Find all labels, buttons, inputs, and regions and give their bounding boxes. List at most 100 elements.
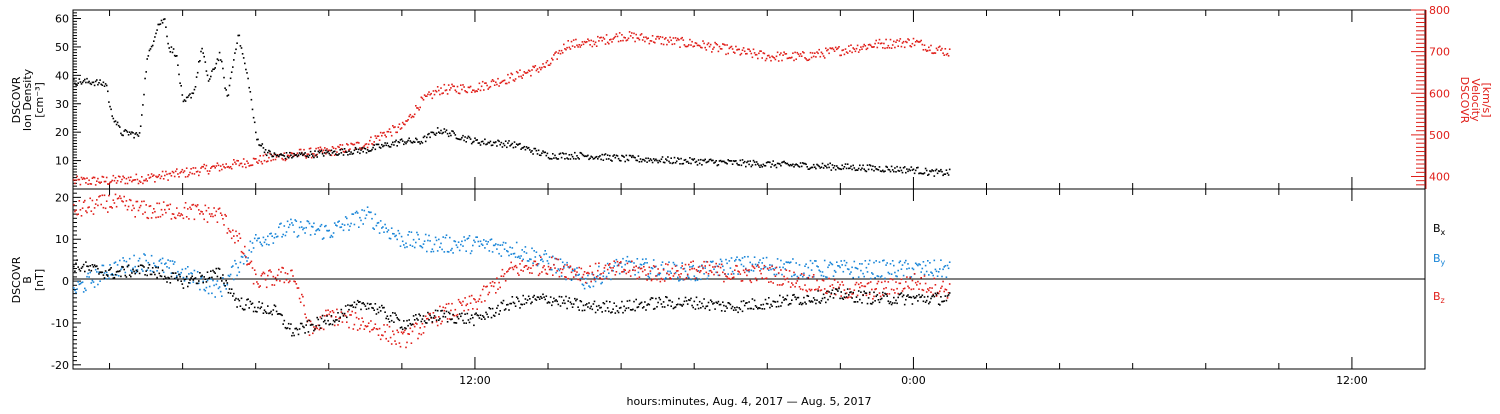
data-point (355, 210, 358, 213)
data-point (524, 265, 527, 267)
data-point (749, 261, 751, 264)
data-point (682, 303, 685, 306)
data-point (793, 271, 795, 274)
data-point (313, 156, 315, 159)
data-point (421, 97, 424, 100)
data-point (98, 82, 100, 84)
data-point (836, 288, 838, 291)
data-point (689, 299, 691, 302)
data-point (442, 315, 444, 318)
data-point (319, 150, 322, 153)
data-point (820, 289, 823, 291)
data-point (271, 235, 273, 237)
data-point (771, 163, 773, 166)
data-point (416, 323, 418, 325)
data-point (149, 48, 152, 50)
data-point (356, 212, 359, 214)
data-point (683, 267, 686, 270)
data-point (791, 299, 793, 301)
data-point (202, 52, 204, 54)
data-point (143, 179, 145, 182)
data-point (457, 298, 460, 301)
data-point (123, 195, 125, 198)
data-point (668, 261, 670, 263)
data-point (228, 230, 231, 232)
data-point (253, 237, 256, 240)
data-point (871, 168, 873, 171)
data-point (229, 166, 232, 168)
data-point (428, 319, 430, 321)
data-point (367, 307, 370, 310)
data-point (809, 301, 812, 303)
data-point (636, 306, 639, 309)
data-point (536, 264, 539, 267)
data-point (105, 176, 108, 179)
data-point (115, 274, 118, 276)
data-point (763, 164, 766, 167)
data-point (318, 149, 321, 151)
data-point (830, 169, 833, 171)
top-right-tick-label: 800 (1429, 4, 1450, 17)
data-point (875, 39, 877, 42)
data-point (304, 155, 306, 157)
data-point (783, 160, 785, 163)
data-point (256, 311, 258, 313)
data-point (317, 228, 320, 230)
data-point (929, 170, 931, 172)
data-point (655, 275, 657, 277)
data-point (287, 322, 290, 325)
data-point (876, 275, 879, 277)
data-point (825, 165, 827, 167)
data-point (173, 261, 176, 263)
x-axis-label: hours:minutes, Aug. 4, 2017 — Aug. 5, 20… (626, 395, 871, 408)
data-point (168, 47, 170, 49)
data-point (491, 144, 494, 146)
data-point (324, 225, 326, 228)
data-point (384, 331, 386, 333)
data-point (121, 134, 123, 136)
data-point (200, 277, 202, 280)
data-point (704, 307, 706, 310)
data-point (309, 320, 312, 323)
data-point (940, 259, 942, 261)
data-point (872, 165, 874, 167)
data-point (338, 320, 340, 322)
data-point (284, 272, 287, 274)
data-point (535, 299, 538, 301)
data-point (413, 319, 416, 321)
data-point (166, 204, 168, 207)
data-point (397, 318, 400, 320)
data-point (751, 263, 754, 266)
data-point (341, 321, 344, 323)
data-point (571, 269, 574, 272)
data-point (928, 274, 930, 276)
data-point (590, 39, 592, 42)
data-point (110, 267, 112, 269)
data-point (360, 308, 362, 311)
data-point (772, 268, 774, 270)
data-point (464, 313, 466, 315)
data-point (637, 37, 640, 40)
data-point (641, 258, 644, 261)
data-point (304, 332, 306, 334)
data-point (592, 40, 595, 43)
data-point (362, 150, 364, 153)
data-point (908, 287, 910, 289)
data-point (641, 158, 644, 161)
data-point (260, 306, 263, 308)
data-point (211, 292, 213, 295)
data-point (570, 279, 573, 281)
data-point (147, 174, 150, 176)
data-point (678, 39, 680, 41)
data-point (854, 266, 857, 269)
data-point (774, 301, 777, 303)
data-point (527, 295, 530, 298)
data-point (797, 165, 800, 167)
data-point (476, 236, 478, 238)
data-point (349, 314, 351, 316)
data-point (651, 35, 654, 37)
data-point (784, 162, 786, 164)
data-point (172, 263, 175, 265)
data-point (672, 161, 675, 164)
data-point (143, 200, 145, 203)
